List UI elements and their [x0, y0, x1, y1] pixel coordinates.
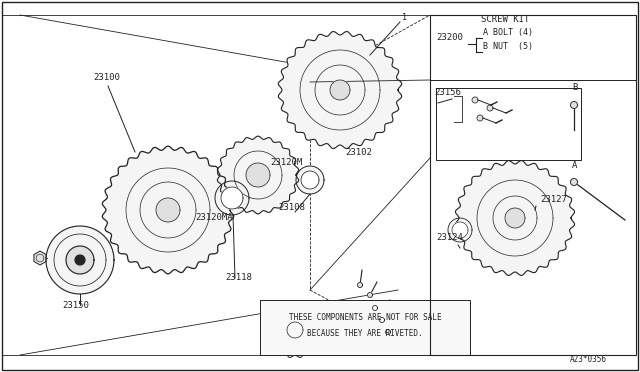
Text: 23118: 23118 — [225, 273, 252, 282]
Text: B: B — [572, 83, 577, 92]
Polygon shape — [358, 282, 362, 288]
Text: B NUT  (5): B NUT (5) — [483, 42, 533, 51]
Text: A23*0356: A23*0356 — [570, 355, 607, 364]
Text: THESE COMPONENTS ARE NOT FOR SALE: THESE COMPONENTS ARE NOT FOR SALE — [289, 313, 442, 322]
Polygon shape — [301, 171, 319, 189]
Polygon shape — [570, 179, 577, 186]
Polygon shape — [246, 163, 270, 187]
Text: BECAUSE THEY ARE RIVETED.: BECAUSE THEY ARE RIVETED. — [307, 329, 423, 338]
Polygon shape — [372, 305, 378, 311]
Polygon shape — [505, 208, 525, 228]
Bar — [260, 300, 470, 355]
Polygon shape — [570, 102, 577, 109]
Bar — [352, 330, 364, 346]
Polygon shape — [278, 32, 402, 148]
Text: SCREW KIT: SCREW KIT — [481, 15, 529, 24]
Polygon shape — [296, 166, 324, 194]
Text: 23100: 23100 — [93, 73, 120, 82]
Text: 23150: 23150 — [62, 301, 89, 310]
Text: 23120MA: 23120MA — [195, 213, 232, 222]
Bar — [338, 308, 356, 318]
Polygon shape — [215, 181, 249, 215]
Polygon shape — [287, 322, 303, 338]
Text: 23108: 23108 — [278, 203, 305, 212]
Bar — [436, 88, 581, 160]
Text: 23156: 23156 — [434, 88, 461, 97]
Text: 23102: 23102 — [345, 148, 372, 157]
Polygon shape — [268, 302, 323, 357]
Text: 23127: 23127 — [540, 195, 567, 204]
Text: 23120M: 23120M — [270, 158, 302, 167]
Polygon shape — [367, 292, 372, 298]
Polygon shape — [330, 80, 350, 100]
Polygon shape — [156, 198, 180, 222]
Bar — [430, 15, 636, 355]
Polygon shape — [46, 226, 114, 294]
Polygon shape — [385, 330, 390, 334]
Polygon shape — [34, 251, 46, 265]
Circle shape — [347, 313, 353, 319]
Polygon shape — [487, 105, 493, 111]
Polygon shape — [66, 246, 94, 274]
Polygon shape — [448, 218, 472, 242]
Polygon shape — [380, 318, 385, 323]
Circle shape — [343, 325, 349, 331]
Bar — [356, 318, 378, 326]
Polygon shape — [75, 255, 85, 265]
Text: A: A — [572, 161, 577, 170]
Polygon shape — [477, 115, 483, 121]
Text: 23124: 23124 — [436, 233, 463, 242]
Polygon shape — [102, 146, 234, 274]
Polygon shape — [456, 161, 575, 275]
Circle shape — [341, 301, 347, 307]
Polygon shape — [472, 97, 478, 103]
Polygon shape — [218, 136, 299, 214]
Polygon shape — [221, 187, 243, 209]
Text: 23200: 23200 — [436, 33, 463, 42]
Text: 1: 1 — [402, 13, 407, 22]
Text: A BOLT (4): A BOLT (4) — [483, 28, 533, 37]
Polygon shape — [452, 222, 468, 238]
